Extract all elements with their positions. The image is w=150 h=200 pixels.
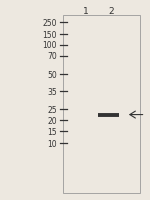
Text: 50: 50 [47, 71, 57, 79]
Text: 35: 35 [47, 87, 57, 96]
Text: 15: 15 [47, 127, 57, 136]
Text: 10: 10 [47, 139, 57, 148]
Bar [63, 16, 140, 193]
Text: 70: 70 [47, 52, 57, 61]
Text: 250: 250 [42, 19, 57, 27]
Text: 150: 150 [42, 31, 57, 39]
Text: 100: 100 [42, 41, 57, 50]
Text: 2: 2 [108, 7, 114, 15]
Text: 20: 20 [47, 116, 57, 125]
Text: 1: 1 [83, 7, 89, 15]
Text: 25: 25 [47, 105, 57, 114]
